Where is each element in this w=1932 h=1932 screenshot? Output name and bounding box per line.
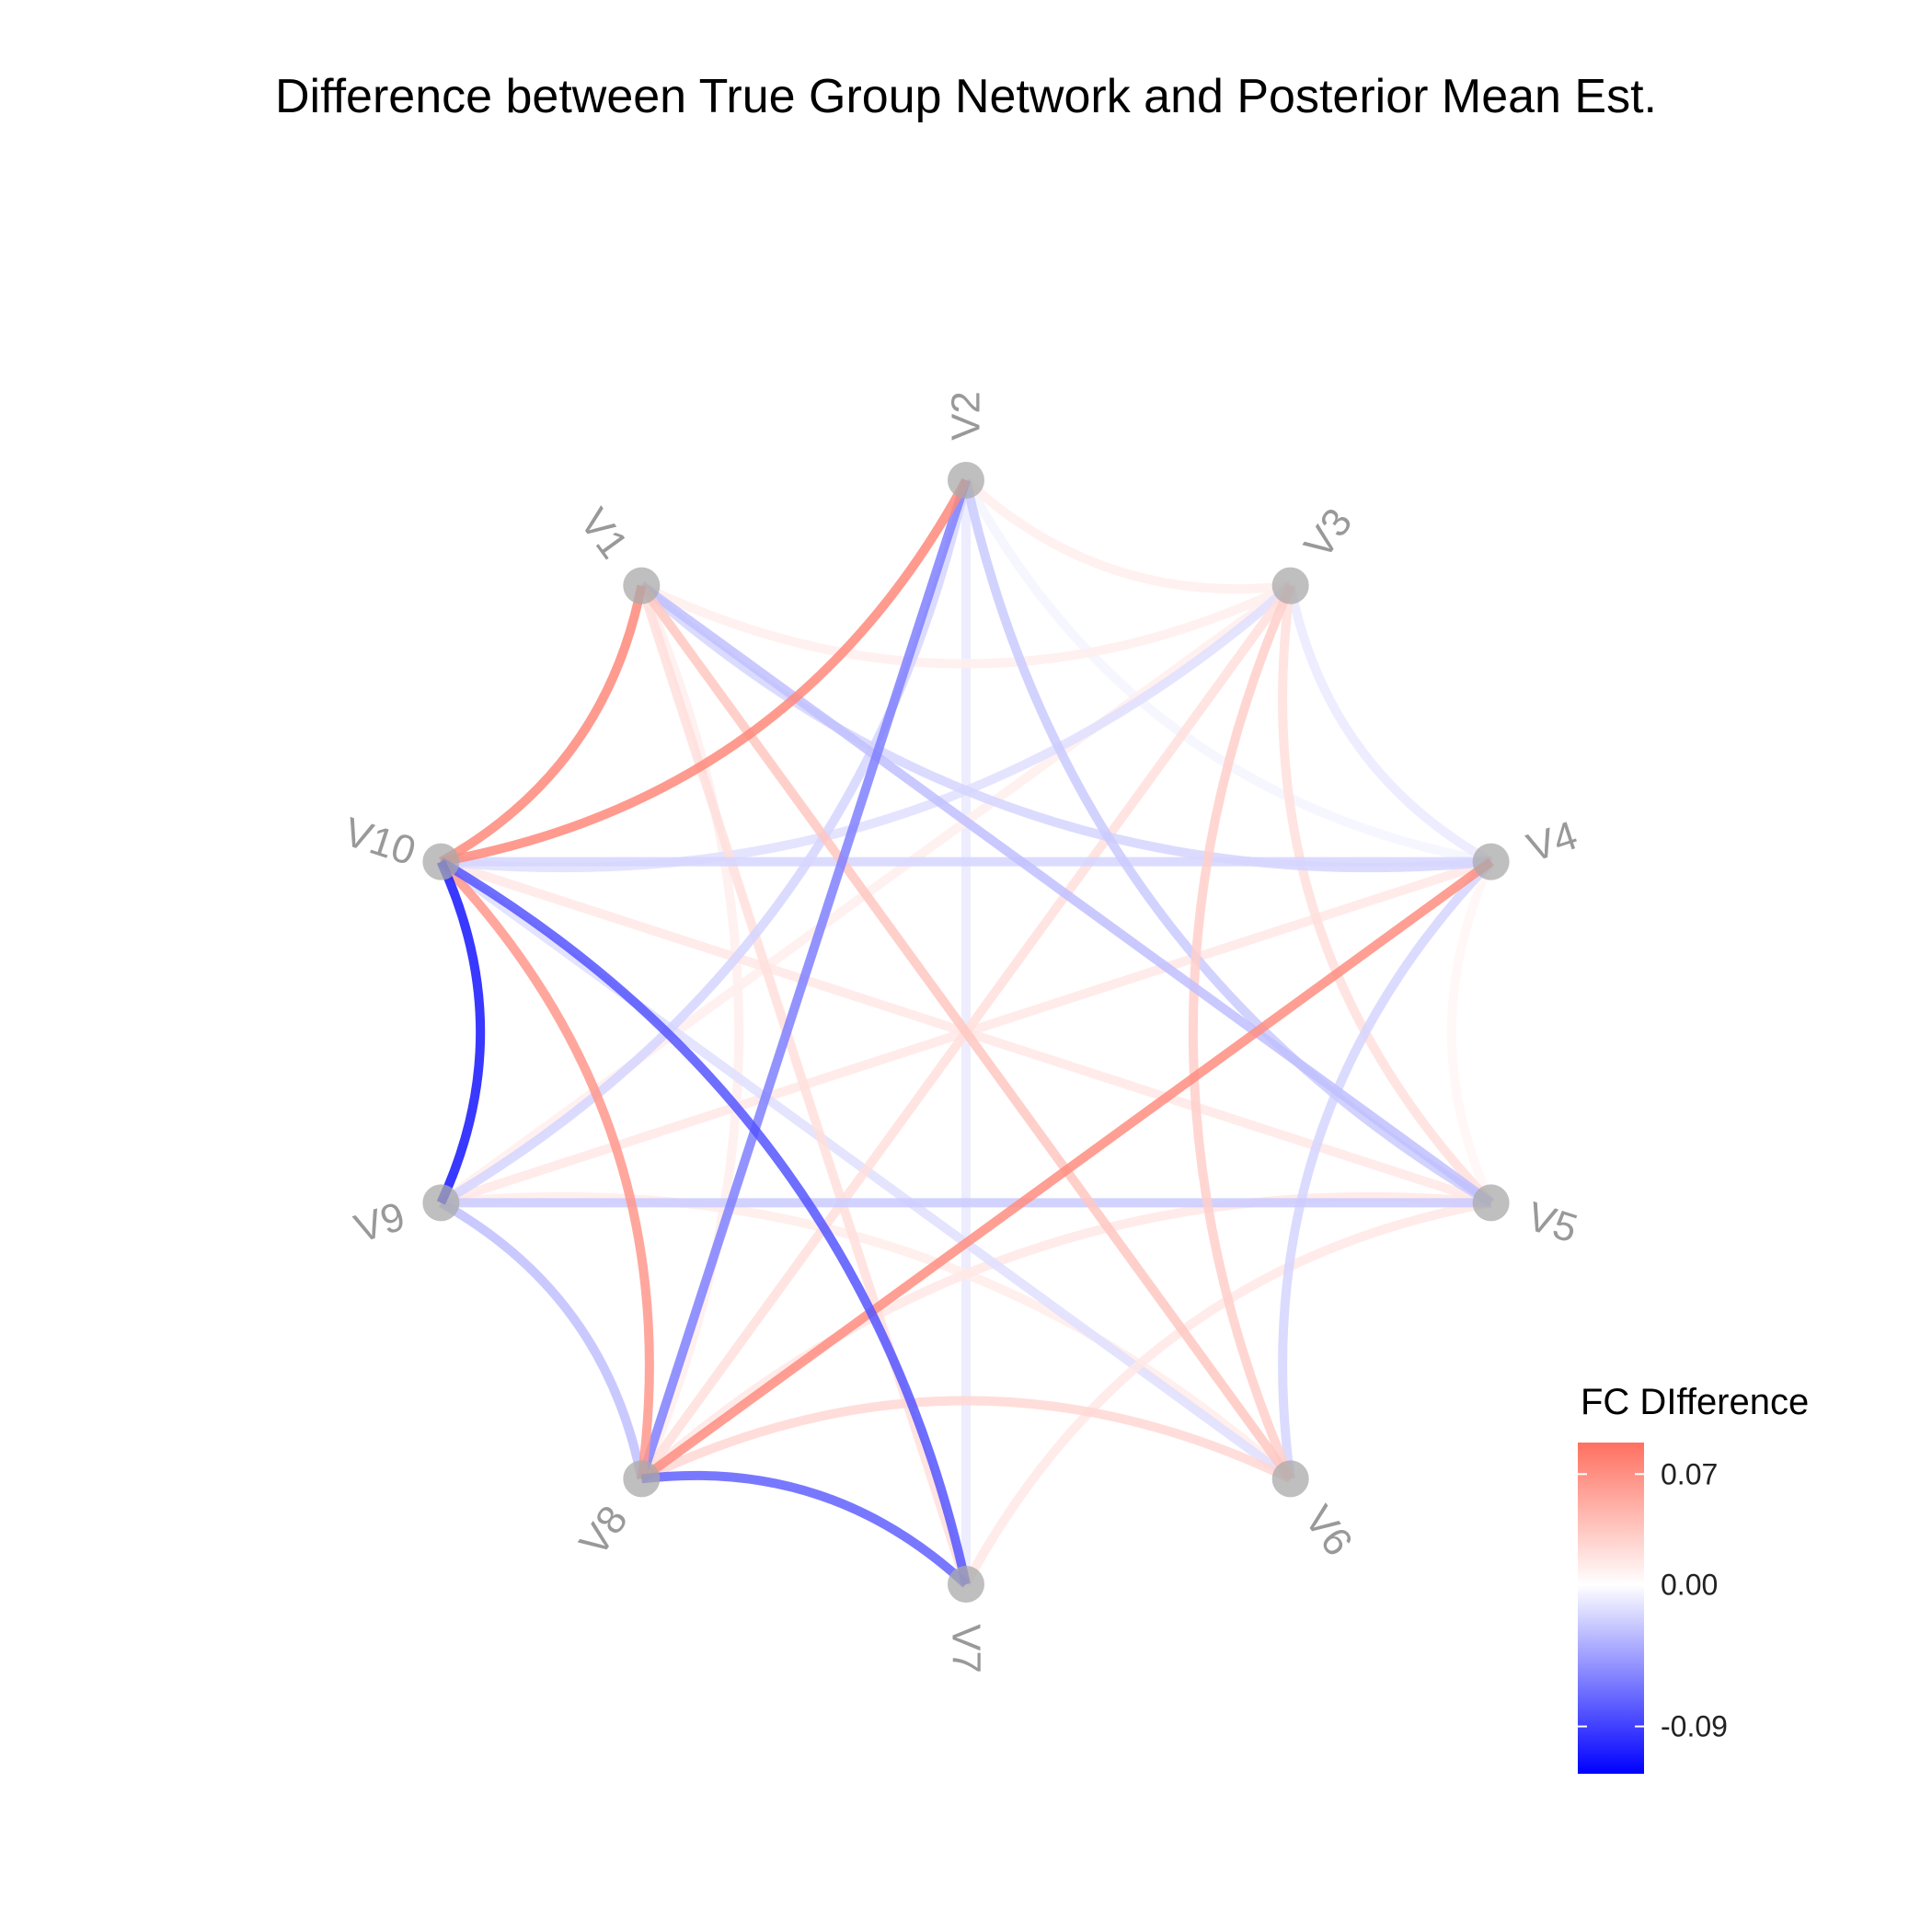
edge-v8-v6 [639,1396,1293,1483]
node-label-v2: V2 [944,391,989,441]
node-v2 [948,462,984,499]
edges-layer [436,477,1496,1588]
node-label-v7: V7 [944,1624,989,1673]
edge-v1-v10 [438,584,647,866]
edge-v1-v5 [638,581,1494,1207]
edge-v2-v8 [637,478,971,1480]
legend-ticks: 0.07 0.00 -0.09 [1578,1457,1728,1743]
node-label-v6: V6 [1295,1498,1361,1564]
edge-v1-v3 [639,581,1293,669]
edge-v2-v10 [440,477,971,867]
node-label-v10: V10 [339,810,421,875]
node-label-v3: V3 [1295,500,1361,567]
edge-v1-v7 [637,584,971,1586]
edge-v2-v9 [438,478,971,1207]
edge-v3-v2 [962,477,1292,594]
edge-v7-v8 [640,1470,970,1588]
edge-v3-v10 [440,581,1294,873]
edge-v9-v8 [438,1199,647,1480]
edge-v4-v6 [1278,858,1495,1480]
edge-v1-v4 [638,581,1492,873]
edge-v2-v5 [961,478,1494,1207]
legend-title: FC DIfference [1581,1382,1809,1422]
legend-colorbar [1578,1443,1644,1774]
node-label-v4: V4 [1522,812,1582,870]
chart-title: Difference between True Group Network an… [275,70,1657,123]
node-label-v9: V9 [350,1193,410,1251]
edge-v3-v4 [1285,584,1494,866]
node-v9 [422,1184,460,1222]
edge-v1-v8 [637,583,744,1481]
node-v7 [948,1566,984,1603]
edge-v4-v8 [638,857,1494,1483]
edge-v10-v8 [437,858,654,1480]
edge-v3-v6 [1188,583,1295,1481]
node-v3 [1271,567,1309,604]
edge-v10-v9 [436,859,486,1205]
legend: FC DIfference 0.07 0.00 -0.09 [1578,1382,1809,1774]
node-label-v8: V8 [571,1498,637,1564]
node-label-v1: V1 [571,500,637,567]
edge-v4-v5 [1446,859,1496,1205]
edge-v8-v5 [638,1191,1492,1483]
node-v8 [623,1460,661,1498]
node-label-v5: V5 [1522,1193,1582,1251]
node-v5 [1472,1184,1510,1222]
node-v10 [422,843,460,880]
node-v1 [623,567,661,604]
edge-v9-v6 [440,1191,1294,1483]
node-v4 [1472,843,1510,880]
legend-tick-label: 0.07 [1661,1457,1718,1490]
legend-tick-label: -0.09 [1661,1710,1728,1743]
edge-v10-v7 [438,857,971,1586]
node-v6 [1271,1460,1309,1498]
nodes-layer [422,462,1510,1603]
legend-tick-label: 0.00 [1661,1568,1718,1601]
edge-v3-v5 [1278,584,1495,1206]
